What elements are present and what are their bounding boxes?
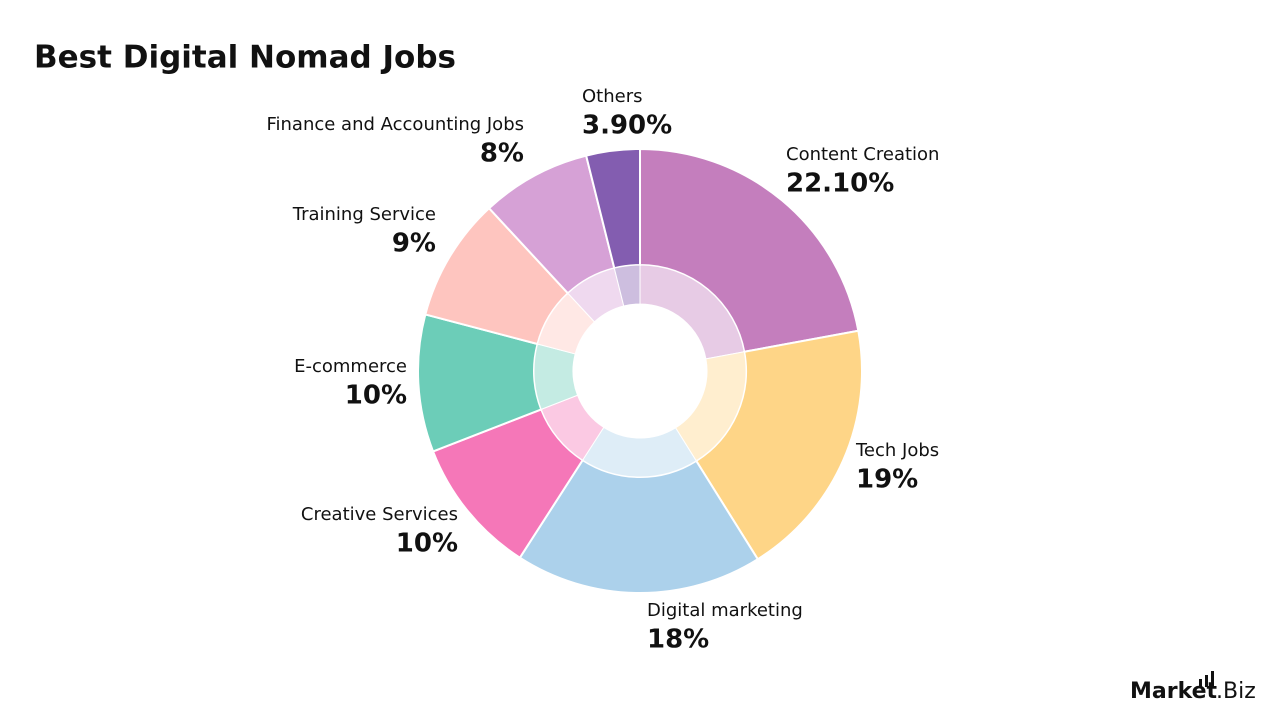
slice-label: Training Service — [292, 204, 436, 225]
logo-name: Market — [1130, 679, 1218, 704]
slice-label: Tech Jobs — [855, 440, 939, 461]
slice-label: Digital marketing — [647, 600, 803, 621]
inner-slice — [581, 426, 697, 478]
slice-label: Content Creation — [786, 144, 939, 165]
chart-title: Best Digital Nomad Jobs — [34, 40, 456, 76]
logo-bar — [1199, 679, 1202, 687]
value-label: 10% — [396, 529, 458, 559]
value-label: 9% — [392, 229, 436, 259]
value-label: 3.90% — [582, 111, 672, 141]
logo-bar — [1205, 675, 1208, 687]
slice-label: Creative Services — [301, 504, 458, 525]
logo-bar — [1211, 671, 1214, 687]
value-label: 22.10% — [786, 169, 894, 199]
slice-label: E-commerce — [294, 356, 407, 377]
logo-suffix: .Biz — [1216, 679, 1256, 704]
logo: Market .Biz — [1130, 671, 1256, 704]
value-label: 8% — [480, 139, 524, 169]
value-label: 10% — [345, 381, 407, 411]
value-label: 19% — [856, 465, 918, 495]
inner-slice — [613, 264, 641, 307]
slice-label: Finance and Accounting Jobs — [266, 114, 524, 135]
slice-label: Others — [582, 86, 643, 107]
value-label: 18% — [647, 625, 709, 655]
